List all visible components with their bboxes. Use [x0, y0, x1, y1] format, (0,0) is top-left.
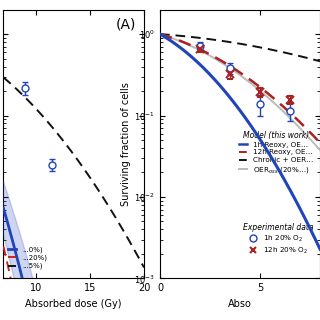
Y-axis label: Surviving fraction of cells: Surviving fraction of cells — [121, 82, 132, 206]
Legend: ...0%), ...20%), ...5%): ...0%), ...20%), ...5%) — [5, 244, 50, 272]
X-axis label: Absorbed dose (Gy): Absorbed dose (Gy) — [25, 299, 122, 309]
Text: (A): (A) — [116, 17, 136, 31]
X-axis label: Abso: Abso — [228, 299, 252, 309]
Legend: 1h Reoxy, OE…, 12h Reoxy, OE…, Chronic + OER…, OER$_{oss}$ (20%…): 1h Reoxy, OE…, 12h Reoxy, OE…, Chronic +… — [236, 128, 316, 178]
